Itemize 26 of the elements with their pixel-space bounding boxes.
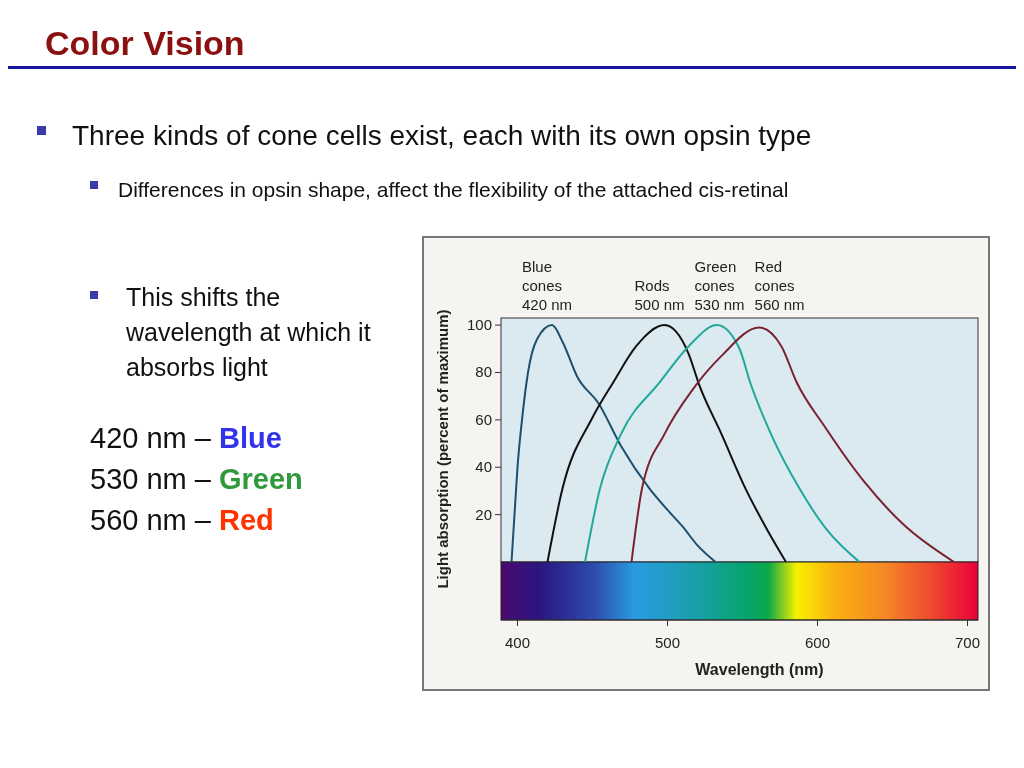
x-tick-label: 500: [654, 634, 681, 651]
x-axis-title: Wavelength (nm): [695, 661, 824, 678]
text: This shifts the wavelength at which it absorbs light: [125, 283, 371, 381]
line-series: [546, 324, 787, 562]
text: Differences in opsin shape, affect the flexibility of the attached cis-retinal: [118, 178, 789, 201]
line-series: [510, 324, 717, 562]
x-tick-label: 400: [504, 634, 531, 651]
y-axis-title: Light absorption (percent of maximum): [434, 309, 451, 589]
series-label: Blue cones 420 nm: [522, 258, 573, 313]
text: 420 nm – Blue: [90, 422, 282, 454]
text: Color Vision: [45, 24, 245, 62]
series-label: Green cones 530 nm: [694, 258, 745, 313]
y-tick-label: 80: [475, 363, 492, 381]
y-tick-label: 60: [475, 410, 492, 428]
x-tick-label: 700: [954, 634, 981, 651]
x-tick-label: 600: [804, 634, 831, 651]
series-label: Red cones 560 nm: [754, 258, 805, 313]
text: 560 nm – Red: [90, 504, 274, 536]
series-label: Rods 500 nm: [634, 277, 685, 313]
text: Three kinds of cone cells exist, each with its own opsin type: [72, 120, 812, 151]
y-tick-label: 20: [475, 505, 492, 523]
y-tick-label: 40: [475, 458, 492, 476]
line-series: [630, 326, 955, 562]
line-series: [584, 324, 861, 562]
text: 530 nm – Green: [90, 463, 303, 495]
y-tick-label: 100: [466, 316, 492, 334]
